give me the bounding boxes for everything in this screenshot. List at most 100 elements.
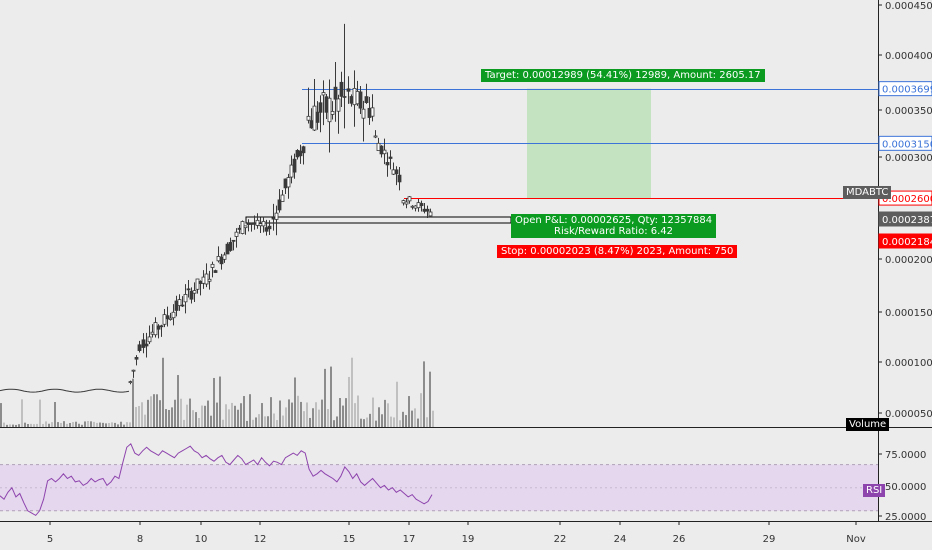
candle-body [210, 263, 215, 268]
volume-bar [165, 409, 167, 427]
volume-bar [414, 408, 416, 427]
candle-body [358, 91, 363, 109]
volume-bar [216, 402, 218, 427]
volume-bar [330, 366, 332, 427]
volume-bar [180, 398, 182, 427]
candle-body [425, 208, 430, 212]
volume-bar [327, 409, 329, 427]
candle-body [333, 86, 338, 100]
candle-body [204, 273, 209, 285]
volume-bar [255, 417, 257, 427]
price-tick-label: 0.00005000 [885, 409, 932, 420]
volume-bar [366, 417, 368, 427]
volume-bar [195, 412, 197, 427]
volume-bar [36, 423, 38, 427]
volume-bar [270, 397, 272, 427]
volume-bar [282, 415, 284, 427]
candle-body [134, 357, 139, 360]
volume-bar [252, 419, 254, 427]
volume-bar [390, 416, 392, 427]
volume-bar [279, 400, 281, 427]
volume-bar [207, 400, 209, 427]
stop-label[interactable]: Stop: 0.00002023 (8.47%) 2023, Amount: 7… [497, 245, 738, 258]
candle-body [289, 164, 294, 178]
volume-bar [246, 420, 248, 427]
candle-body [339, 81, 344, 97]
candle-body [373, 135, 378, 138]
open-pnl-label[interactable]: Open P&L: 0.00002625, Qty: 12357884 Risk… [511, 214, 717, 238]
volume-bar [225, 404, 227, 427]
candle-body [413, 205, 418, 209]
volume-bar [288, 399, 290, 427]
candle-body [234, 231, 239, 237]
rsi-tick-label: 50.0000 [885, 482, 926, 493]
candle-body [240, 221, 245, 234]
volume-bar [174, 399, 176, 427]
time-tick-label: 8 [137, 534, 143, 545]
price-axis-tag-bg [878, 211, 932, 227]
time-tick-label: 22 [554, 534, 567, 545]
time-tick-label: 12 [254, 534, 267, 545]
volume-bar [432, 410, 434, 427]
volume-bar [369, 413, 371, 427]
candle-body [264, 227, 269, 232]
candle-body [267, 225, 272, 230]
time-tick-label: 5 [47, 534, 53, 545]
candle-body [367, 107, 372, 118]
volume-bar [228, 409, 230, 427]
volume-bar [141, 402, 143, 427]
volume-bar [48, 423, 50, 427]
target-label[interactable]: Target: 0.00012989 (54.41%) 12989, Amoun… [481, 69, 765, 82]
volume-bar [420, 393, 422, 427]
volume-bar [237, 409, 239, 427]
candle-body [401, 200, 406, 204]
volume-bar [405, 415, 407, 427]
candle-body [330, 111, 335, 115]
volume-label: Volume [846, 418, 890, 431]
volume-bar [30, 423, 32, 427]
candle-body [324, 96, 329, 113]
volume-bar [9, 424, 11, 427]
volume-bar [315, 402, 317, 427]
volume-bar [147, 399, 149, 427]
volume-bar [201, 405, 203, 427]
volume-bar [372, 397, 374, 427]
volume-bar [21, 399, 23, 427]
volume-bar [135, 407, 137, 427]
volume-bar [90, 421, 92, 427]
time-tick-label: 15 [343, 534, 356, 545]
volume-bar [258, 414, 260, 427]
volume-bar [0, 403, 2, 427]
candle-body [410, 205, 415, 208]
volume-bar [66, 423, 68, 427]
volume-bar [429, 371, 431, 427]
candle-body [346, 88, 351, 92]
candle-body [327, 97, 332, 123]
volume-bar [171, 407, 173, 427]
candle-body [318, 102, 323, 113]
price-axis-tag: 0.00021849 [882, 237, 932, 248]
volume-bar [111, 422, 113, 427]
price-tick-label: 0.00045000 [885, 1, 932, 12]
candle-body [388, 156, 393, 159]
candle-body [321, 92, 326, 96]
candle-body [261, 221, 266, 227]
candle-body [258, 223, 263, 227]
volume-bar [402, 411, 404, 427]
volume-bar [57, 422, 59, 427]
price-axis-tag: 0.00026000 [882, 194, 932, 205]
volume-bar [363, 419, 365, 427]
volume-bar [123, 424, 125, 427]
volume-bar [417, 418, 419, 427]
volume-bar [117, 424, 119, 427]
candle-body [131, 369, 136, 372]
candle-body [370, 107, 375, 117]
price-tick-label: 0.00020000 [885, 255, 932, 266]
price-tick-label: 0.00010000 [885, 358, 932, 369]
candle-body [407, 196, 412, 202]
volume-bar [6, 424, 8, 427]
candle-body [255, 219, 260, 226]
volume-bar [3, 422, 5, 427]
